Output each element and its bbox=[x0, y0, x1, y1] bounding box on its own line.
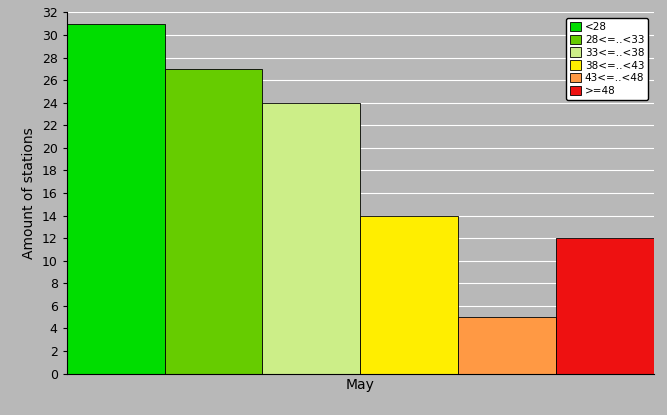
Bar bbox=[360, 215, 458, 374]
Legend: <28, 28<=..<33, 33<=..<38, 38<=..<43, 43<=..<48, >=48: <28, 28<=..<33, 33<=..<38, 38<=..<43, 43… bbox=[566, 18, 648, 100]
Bar bbox=[67, 24, 165, 374]
Bar bbox=[262, 103, 360, 374]
Bar bbox=[556, 238, 654, 374]
Bar bbox=[165, 69, 262, 374]
Bar bbox=[458, 317, 556, 374]
Y-axis label: Amount of stations: Amount of stations bbox=[22, 127, 36, 259]
